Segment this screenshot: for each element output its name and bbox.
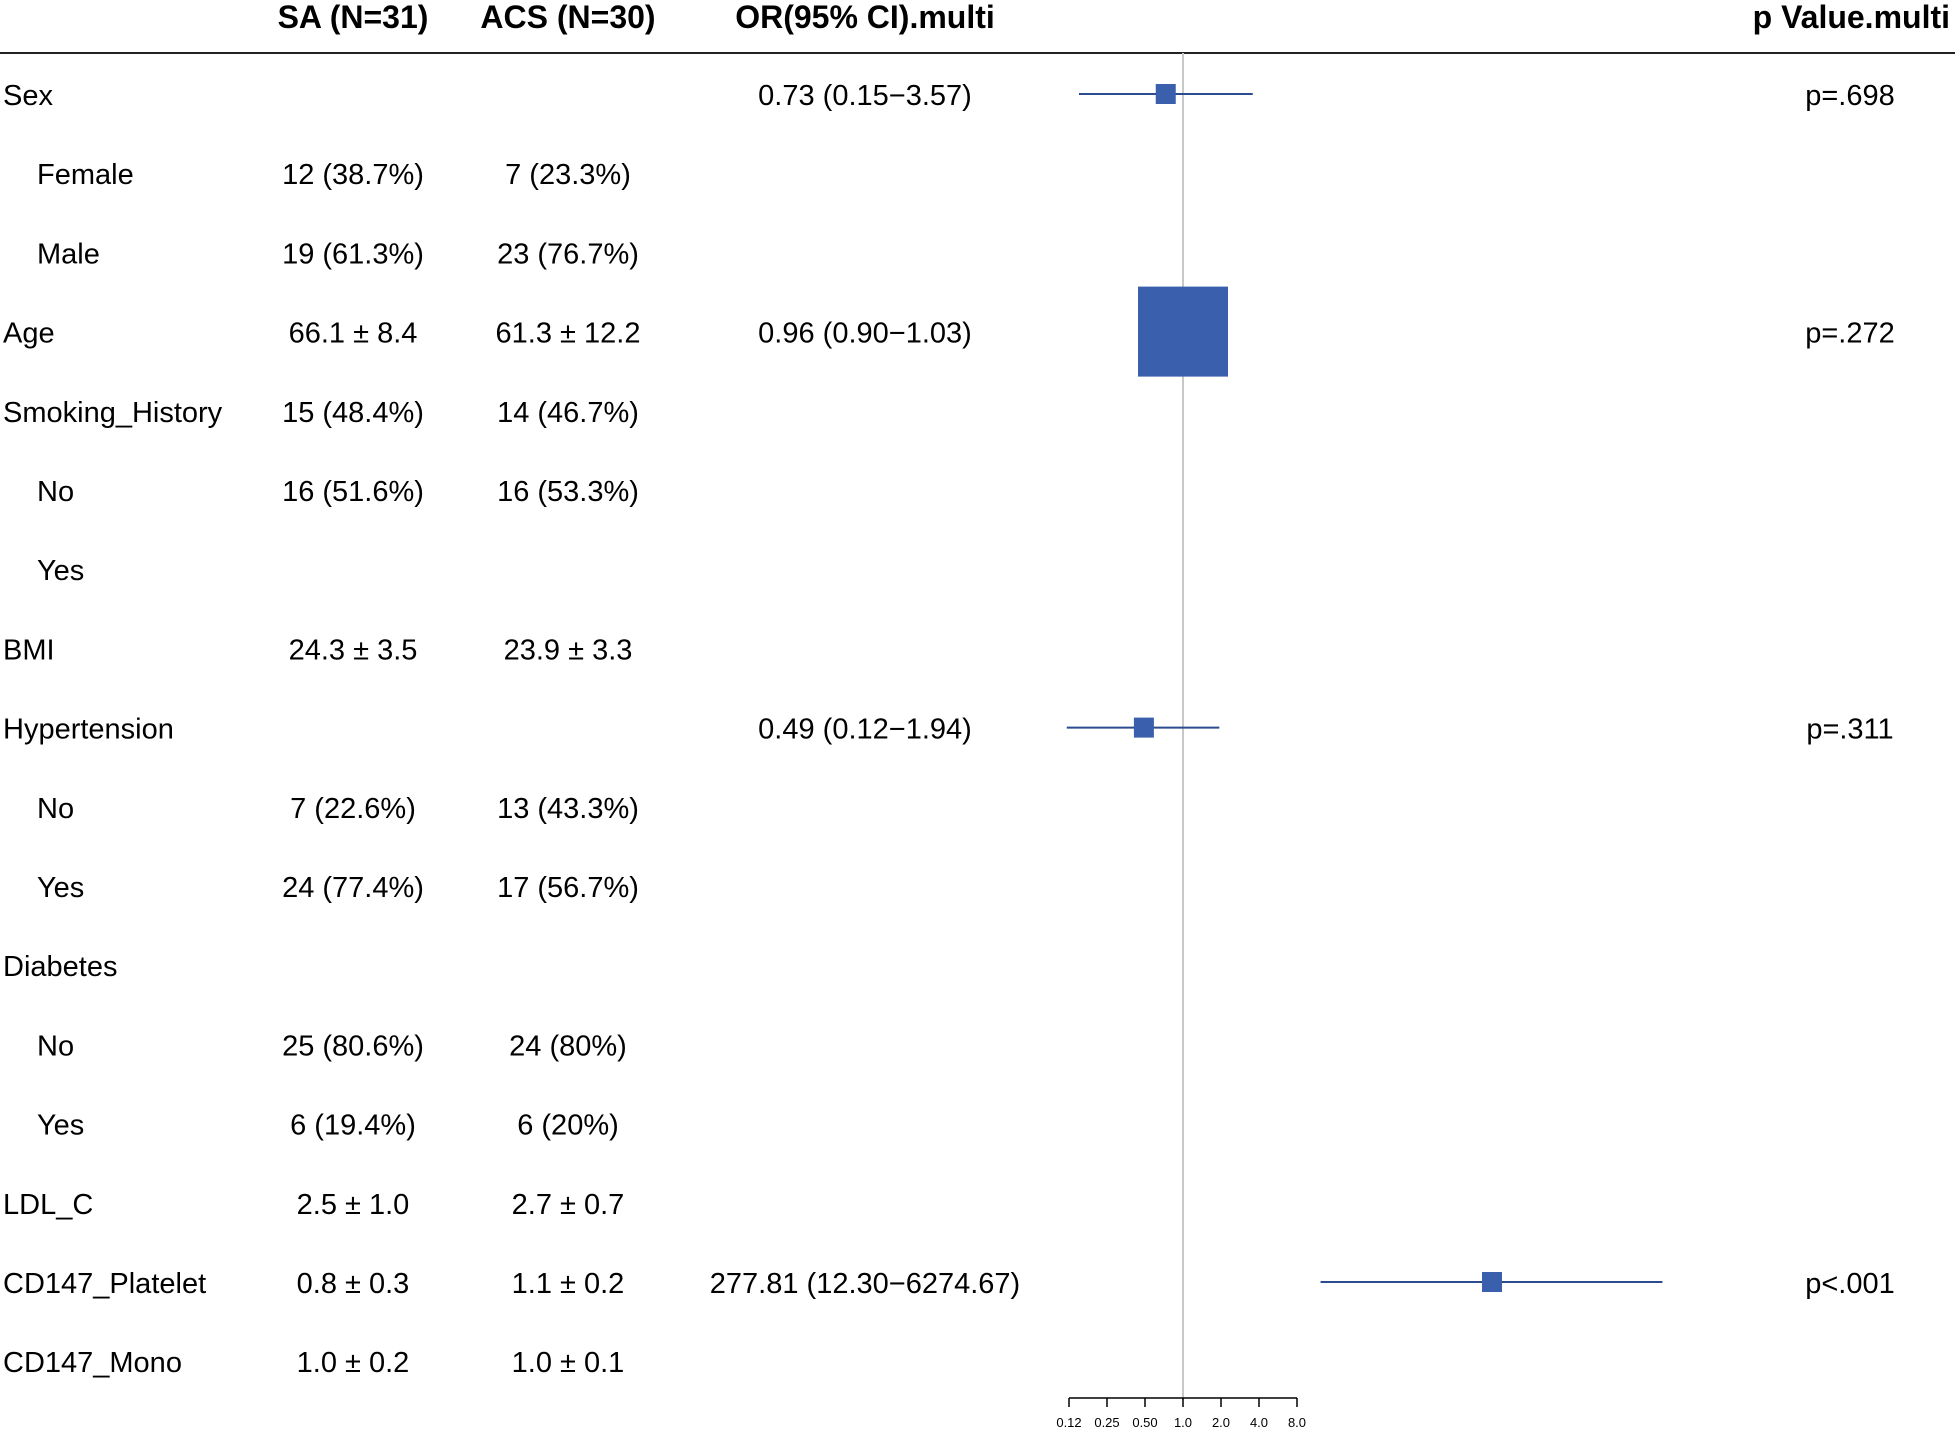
table-row: BMI 24.3 ± 3.5 23.9 ± 3.3: [3, 634, 632, 666]
row-label: Male: [37, 238, 100, 270]
sa-value: 16 (51.6%): [282, 476, 424, 508]
sa-value: 19 (61.3%): [282, 238, 424, 270]
x-axis: 0.12 0.25 0.50 1.0 2.0 4.0 8.0: [1056, 1397, 1306, 1430]
header-p-value: p Value.multi: [1753, 0, 1950, 35]
header-or: OR(95% CI).multi: [735, 0, 995, 35]
sa-value: 0.8 ± 0.3: [297, 1268, 410, 1300]
table-row: Yes: [37, 555, 84, 587]
sa-value: 24 (77.4%): [282, 872, 424, 904]
or-ci-value: 0.49 (0.12−1.94): [758, 714, 972, 746]
sa-value: 1.0 ± 0.2: [297, 1347, 410, 1379]
row-label: CD147_Platelet: [3, 1268, 206, 1300]
acs-value: 13 (43.3%): [497, 793, 639, 825]
row-label: No: [37, 1030, 74, 1062]
row-label: CD147_Mono: [3, 1347, 182, 1379]
x-tick-label: 8.0: [1288, 1415, 1306, 1430]
sa-value: 7 (22.6%): [290, 793, 416, 825]
acs-value: 23 (76.7%): [497, 238, 639, 270]
row-label: No: [37, 476, 74, 508]
acs-value: 6 (20%): [517, 1110, 619, 1142]
sa-value: 24.3 ± 3.5: [289, 634, 418, 666]
table-rows: Sex 0.73 (0.15−3.57) p=.698 Female 12 (38.7%…: [3, 80, 1895, 1379]
table-row: CD147_Platelet 0.8 ± 0.3 1.1 ± 0.2 277.81 (…: [3, 1268, 1895, 1300]
sa-value: 66.1 ± 8.4: [289, 318, 418, 350]
sa-value: 6 (19.4%): [290, 1110, 416, 1142]
sa-value: 2.5 ± 1.0: [297, 1189, 410, 1221]
acs-value: 16 (53.3%): [497, 476, 639, 508]
acs-value: 1.0 ± 0.1: [512, 1347, 625, 1379]
table-row: Yes 6 (19.4%) 6 (20%): [37, 1110, 619, 1142]
row-label: Yes: [37, 1110, 84, 1142]
header-acs: ACS (N=30): [480, 0, 655, 35]
header-sa: SA (N=31): [278, 0, 429, 35]
acs-value: 23.9 ± 3.3: [504, 634, 633, 666]
row-label: Sex: [3, 80, 53, 112]
x-tick-label: 0.50: [1132, 1415, 1157, 1430]
table-row: Male 19 (61.3%) 23 (76.7%): [37, 238, 639, 270]
point-estimate-marker: [1155, 84, 1176, 104]
acs-value: 7 (23.3%): [505, 159, 631, 191]
table-row: LDL_C 2.5 ± 1.0 2.7 ± 0.7: [3, 1189, 624, 1221]
x-tick-label: 0.12: [1056, 1415, 1081, 1430]
table-row: Hypertension 0.49 (0.12−1.94) p=.311: [3, 714, 1894, 746]
acs-value: 2.7 ± 0.7: [512, 1189, 625, 1221]
sa-value: 15 (48.4%): [282, 397, 424, 429]
table-row: Age 66.1 ± 8.4 61.3 ± 12.2 0.96 (0.90−1.03)…: [3, 286, 1895, 377]
p-value: p=.272: [1805, 318, 1895, 350]
row-label: No: [37, 793, 74, 825]
row-label: LDL_C: [3, 1189, 93, 1221]
point-estimate-marker: [1138, 286, 1228, 377]
p-value: p=.311: [1806, 714, 1893, 746]
point-estimate-marker: [1133, 717, 1154, 738]
or-ci-value: 277.81 (12.30−6274.67): [710, 1268, 1020, 1300]
x-tick-label: 4.0: [1250, 1415, 1268, 1430]
sa-value: 25 (80.6%): [282, 1030, 424, 1062]
table-row: Smoking_History 15 (48.4%) 14 (46.7%): [3, 397, 639, 429]
row-label: Hypertension: [3, 714, 174, 746]
row-label: Age: [3, 318, 55, 350]
x-tick-label: 2.0: [1212, 1415, 1230, 1430]
or-ci-value: 0.73 (0.15−3.57): [758, 80, 972, 112]
acs-value: 1.1 ± 0.2: [512, 1268, 625, 1300]
header-row: SA (N=31) ACS (N=30) OR(95% CI).multi p …: [278, 0, 1950, 35]
table-row: Sex 0.73 (0.15−3.57) p=.698: [3, 80, 1895, 112]
point-estimate-marker: [1482, 1272, 1502, 1292]
row-label: BMI: [3, 634, 55, 666]
p-value: p=.698: [1805, 80, 1895, 112]
or-ci-value: 0.96 (0.90−1.03): [758, 318, 972, 350]
acs-value: 17 (56.7%): [497, 872, 639, 904]
table-row: Diabetes: [3, 951, 117, 983]
row-label: Female: [37, 159, 134, 191]
row-label: Diabetes: [3, 951, 117, 983]
table-row: Yes 24 (77.4%) 17 (56.7%): [37, 872, 639, 904]
acs-value: 24 (80%): [509, 1030, 627, 1062]
table-row: Female 12 (38.7%) 7 (23.3%): [37, 159, 631, 191]
row-label: Yes: [37, 872, 84, 904]
p-value: p<.001: [1805, 1268, 1895, 1300]
acs-value: 14 (46.7%): [497, 397, 639, 429]
x-tick-label: 0.25: [1094, 1415, 1119, 1430]
row-label: Yes: [37, 555, 84, 587]
table-row: No 7 (22.6%) 13 (43.3%): [37, 793, 639, 825]
table-row: No 16 (51.6%) 16 (53.3%): [37, 476, 639, 508]
acs-value: 61.3 ± 12.2: [496, 318, 641, 350]
sa-value: 12 (38.7%): [282, 159, 424, 191]
table-row: No 25 (80.6%) 24 (80%): [37, 1030, 627, 1062]
table-row: CD147_Mono 1.0 ± 0.2 1.0 ± 0.1: [3, 1347, 624, 1379]
x-tick-label: 1.0: [1174, 1415, 1192, 1430]
row-label: Smoking_History: [3, 397, 223, 429]
